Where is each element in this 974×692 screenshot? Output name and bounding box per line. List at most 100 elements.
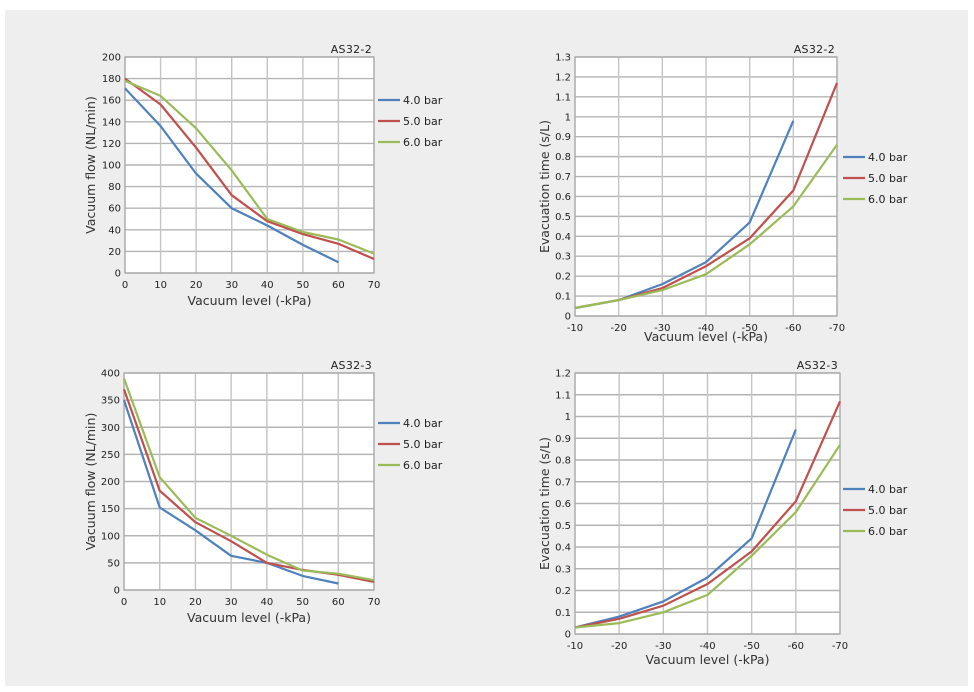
- series-line-5-0-bar: [574, 400, 842, 629]
- legend-label: 5.0 bar: [868, 504, 908, 517]
- chart-title: AS32-2: [794, 43, 835, 56]
- x-tick-label: 50: [296, 597, 309, 608]
- chart-flow-as32-3: 0 50 100 150 200 250 300 350 400 0 10 20 30 40 50 60 70 A…: [83, 359, 443, 625]
- x-tick-label: -10: [567, 323, 583, 334]
- y-tick-label: 100: [102, 161, 121, 172]
- series-line-4-0-bar: [122, 399, 339, 585]
- series-line-6-0-bar: [574, 144, 838, 310]
- y-tick-label: 0.6: [555, 192, 571, 203]
- x-axis-title: Vacuum level (-kPa): [644, 329, 768, 344]
- y-tick-label: 160: [102, 96, 121, 107]
- y-tick-label: 1.1: [555, 390, 571, 401]
- y-tick-label: 20: [108, 247, 121, 258]
- y-tick-label: 0.9: [555, 434, 571, 445]
- x-tick-label: 30: [225, 597, 238, 608]
- x-tick-label: 0: [122, 280, 128, 291]
- y-tick-label: 350: [101, 396, 120, 407]
- x-tick-label: -50: [741, 323, 757, 334]
- x-tick-label: -30: [655, 641, 671, 652]
- plot-border: [124, 56, 375, 274]
- x-tick-label: -60: [788, 641, 804, 652]
- x-tick-label: 20: [189, 597, 202, 608]
- legend: 4.0 bar 5.0 bar 6.0 bar: [843, 151, 908, 206]
- y-tick-label: 1.2: [555, 369, 571, 380]
- series-line-6-0-bar: [574, 444, 841, 629]
- y-axis-title: Vacuum flow (NL/min): [83, 413, 98, 551]
- x-axis-title: Vacuum level (-kPa): [187, 610, 311, 625]
- chart-flow-as32-2: 0 20 40 60 80 100 120 140 160 180 200 0 10 20 30 40 50 60…: [83, 43, 443, 308]
- y-tick-label: 0.3: [555, 252, 571, 263]
- x-tick-label: 60: [332, 280, 345, 291]
- legend: 4.0 bar 5.0 bar 6.0 bar: [843, 483, 908, 538]
- x-tick-label: 0: [121, 597, 127, 608]
- x-axis-title: Vacuum level (-kPa): [646, 652, 770, 667]
- y-tick-label: 1.2: [555, 72, 571, 83]
- legend: 4.0 bar 5.0 bar 6.0 bar: [378, 417, 443, 472]
- x-tick-label: 40: [260, 597, 273, 608]
- y-tick-label: 200: [102, 53, 121, 64]
- y-tick-label: 0.4: [555, 543, 571, 554]
- y-tick-label: 50: [107, 558, 120, 569]
- legend-label: 6.0 bar: [403, 136, 443, 149]
- y-tick-label: 0.3: [555, 564, 571, 575]
- chart-evac-as32-2: 0 0.1 0.2 0.3 0.4 0.5 0.6 0.7 0.8 0.9 1 1.1 1.2 1.3 -1…: [537, 43, 908, 344]
- x-tick-label: 60: [332, 597, 345, 608]
- x-tick-label: 50: [296, 280, 309, 291]
- y-tick-label: 0.4: [555, 232, 571, 243]
- x-tick-label: -10: [567, 641, 583, 652]
- y-tick-label: 0.6: [555, 499, 571, 510]
- y-tick-label: 0.2: [555, 272, 571, 283]
- chart-title: AS32-3: [331, 359, 372, 372]
- y-tick-label: 0: [114, 586, 120, 597]
- legend-label: 4.0 bar: [868, 151, 908, 164]
- y-tick-label: 200: [101, 477, 120, 488]
- legend-label: 6.0 bar: [403, 459, 443, 472]
- x-tick-label: -40: [698, 323, 714, 334]
- y-tick-label: 1.3: [555, 53, 571, 64]
- series-line-6-0-bar: [124, 79, 375, 255]
- y-tick-label: 150: [101, 504, 120, 515]
- chart-title: AS32-2: [331, 43, 372, 56]
- chart-title: AS32-3: [797, 359, 838, 372]
- y-tick-label: 0.5: [555, 521, 571, 532]
- x-axis-title: Vacuum level (-kPa): [188, 293, 312, 308]
- series-line-4-0-bar: [124, 87, 339, 264]
- y-tick-label: 60: [108, 204, 121, 215]
- series-line-4-0-bar: [574, 429, 797, 629]
- y-tick-label: 0: [565, 312, 571, 323]
- legend-label: 5.0 bar: [403, 438, 443, 451]
- y-tick-label: 1: [565, 112, 571, 123]
- y-tick-label: 0.5: [555, 212, 571, 223]
- x-tick-label: 70: [368, 597, 381, 608]
- x-tick-label: -20: [611, 641, 627, 652]
- y-tick-label: 0.9: [555, 132, 571, 143]
- y-tick-label: 0: [115, 269, 121, 280]
- legend-label: 4.0 bar: [868, 483, 908, 496]
- y-tick-label: 140: [102, 117, 121, 128]
- x-tick-label: -60: [785, 323, 801, 334]
- x-tick-label: 20: [190, 280, 203, 291]
- y-axis-title: Vacuum flow (NL/min): [83, 96, 98, 234]
- y-tick-label: 250: [101, 450, 120, 461]
- y-axis-title: Evacuation time (s/L): [537, 437, 552, 570]
- y-tick-label: 0: [565, 630, 571, 641]
- x-tick-label: 70: [368, 280, 381, 291]
- y-tick-label: 40: [108, 225, 121, 236]
- legend-label: 5.0 bar: [403, 115, 443, 128]
- x-tick-label: -30: [654, 323, 670, 334]
- y-tick-label: 1.1: [555, 92, 571, 103]
- y-tick-label: 0.8: [555, 152, 571, 163]
- x-tick-label: 10: [153, 597, 166, 608]
- x-tick-label: -70: [829, 323, 845, 334]
- x-tick-label: -50: [743, 641, 759, 652]
- y-tick-label: 0.8: [555, 456, 571, 467]
- y-tick-label: 1: [565, 412, 571, 423]
- x-tick-label: 10: [154, 280, 167, 291]
- y-tick-label: 400: [101, 369, 120, 380]
- legend-label: 4.0 bar: [403, 94, 443, 107]
- y-tick-label: 100: [101, 531, 120, 542]
- x-tick-label: 40: [261, 280, 274, 291]
- plot-border: [123, 372, 375, 591]
- y-tick-label: 0.2: [555, 586, 571, 597]
